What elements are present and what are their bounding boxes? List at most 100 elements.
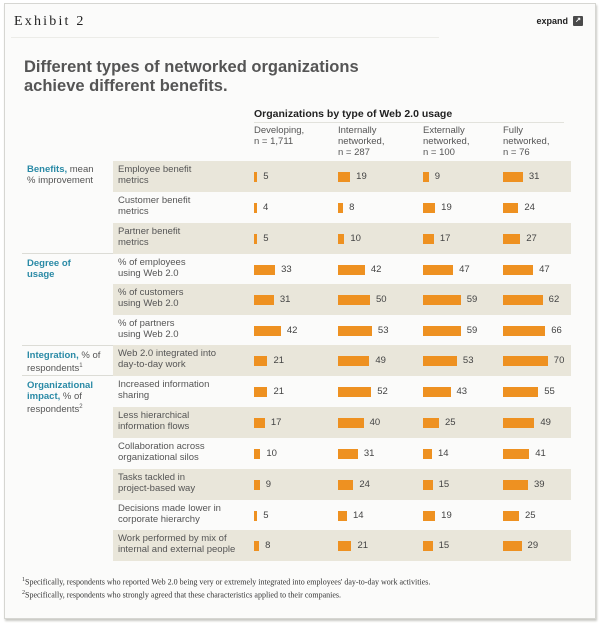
exhibit-label: Exhibit 2 [14, 14, 86, 29]
bar-value-label: 53 [462, 355, 474, 366]
footnote-mark: 1 [79, 363, 83, 369]
bar-value-label: 42 [370, 264, 382, 275]
data-cell: 66 [503, 315, 562, 346]
data-cell: 9 [254, 469, 271, 500]
row-label-line: % of employees [118, 257, 186, 268]
bar [338, 448, 358, 459]
row-label-line: using Web 2.0 [118, 298, 179, 309]
data-cell: 14 [338, 500, 364, 531]
section-label-bold: Degree of [27, 258, 71, 269]
bar [254, 417, 265, 428]
row-label-line: organizational silos [118, 452, 199, 463]
row-label: % of employees using Web 2.0 [118, 257, 186, 279]
column-header-line: n = 76 [503, 147, 530, 158]
bar-value-label: 49 [540, 417, 551, 428]
data-cell: 10 [254, 438, 277, 469]
bar [503, 325, 546, 336]
data-cell: 5 [254, 500, 268, 531]
section-label-text: % of [62, 391, 82, 402]
bar [338, 264, 365, 275]
bar [503, 202, 519, 213]
bar-value-label: 70 [553, 355, 565, 366]
row-label: Employee benefit metrics [118, 164, 191, 186]
data-cell: 31 [254, 284, 290, 315]
bar [338, 325, 372, 336]
data-cell: 50 [338, 284, 387, 315]
bar-value-label: 33 [281, 264, 292, 275]
row-label-line: Increased information [118, 379, 210, 390]
section-label-bold: usage [27, 269, 55, 280]
bar-value-label: 24 [524, 202, 535, 213]
data-cell: 14 [423, 438, 449, 469]
data-cell: 52 [338, 376, 388, 407]
bar-value-label: 31 [363, 448, 375, 459]
bar-value-label: 66 [551, 325, 562, 336]
header-divider [11, 37, 439, 38]
table-row: Decisions made lower in corporate hierarc… [113, 500, 571, 531]
data-cell: 59 [423, 284, 477, 315]
bar [338, 202, 344, 213]
bar-value-label: 17 [270, 417, 282, 428]
bar [503, 448, 530, 459]
bar-value-label: 14 [437, 448, 449, 459]
row-label-line: using Web 2.0 [118, 268, 179, 279]
row-label-line: day-to-day work [118, 359, 186, 370]
row-label-line: using Web 2.0 [118, 329, 179, 340]
footnotes: 1Specifically, respondents who reported … [22, 575, 430, 600]
row-label-line: Tasks tackled in [118, 472, 186, 483]
row-label-line: project-based way [118, 483, 196, 494]
bar-value-label: 29 [527, 540, 539, 551]
data-cell: 29 [503, 530, 538, 561]
row-label: Increased information sharing [118, 379, 209, 401]
table-row: Employee benefit metrics 5 19 9 31 [113, 161, 571, 192]
bar-value-label: 10 [350, 233, 361, 244]
data-cell: 19 [423, 192, 452, 223]
row-label-line: Less hierarchical [118, 410, 190, 421]
bar [338, 294, 370, 305]
bar-value-label: 19 [356, 171, 367, 182]
bar [338, 510, 347, 521]
column-header-line: networked, [503, 136, 550, 147]
table-row: Collaboration across organizational silos… [113, 438, 571, 469]
title-line-1: Different types of networked organizatio… [24, 58, 359, 76]
bar [503, 355, 548, 366]
row-label: Less hierarchical information flows [118, 410, 189, 432]
data-cell: 25 [503, 500, 536, 531]
bar [254, 355, 268, 366]
bar-value-label: 5 [263, 510, 269, 521]
expand-label: expand [536, 16, 568, 26]
bar [338, 355, 370, 366]
bar [423, 171, 429, 182]
footnote-mark: 2 [79, 404, 83, 410]
data-cell: 49 [338, 345, 386, 376]
bar [423, 479, 433, 490]
bar [254, 386, 268, 397]
bar [423, 510, 436, 521]
bar [338, 386, 372, 397]
table-row: % of employees using Web 2.0 33 42 47 47 [113, 254, 571, 285]
table-row: % of partners using Web 2.0 42 53 59 66 [113, 315, 571, 346]
column-header-fully: Fully networked, n = 76 [503, 125, 549, 158]
expand-button[interactable]: expand ↗ [536, 16, 583, 26]
bar-value-label: 21 [273, 355, 285, 366]
footnote-mark: 1 [22, 577, 25, 583]
row-label-line: metrics [118, 175, 149, 186]
bar [254, 448, 261, 459]
chart-title: Different types of networked organizatio… [24, 58, 359, 96]
bar-value-label: 59 [466, 294, 478, 305]
bar [423, 325, 461, 336]
footnote-mark: 2 [22, 589, 25, 596]
section-label-text: respondents [27, 404, 80, 416]
section-label-bold: impact, [27, 391, 61, 402]
table-row: Partner benefit metrics 5 10 17 27 [113, 223, 571, 254]
row-label-line: Employee benefit [118, 164, 192, 175]
data-cell: 5 [254, 223, 268, 254]
bar [423, 355, 457, 366]
table-row: Customer benefit metrics 4 8 19 24 [113, 192, 571, 223]
data-cell: 33 [254, 254, 292, 285]
bar [338, 417, 364, 428]
table-row: Less hierarchical information flows 17 40 25… [113, 407, 571, 438]
table-row: Increased information sharing 21 52 43 55 [113, 376, 571, 407]
bar [503, 233, 521, 244]
bar-value-label: 49 [375, 355, 386, 366]
